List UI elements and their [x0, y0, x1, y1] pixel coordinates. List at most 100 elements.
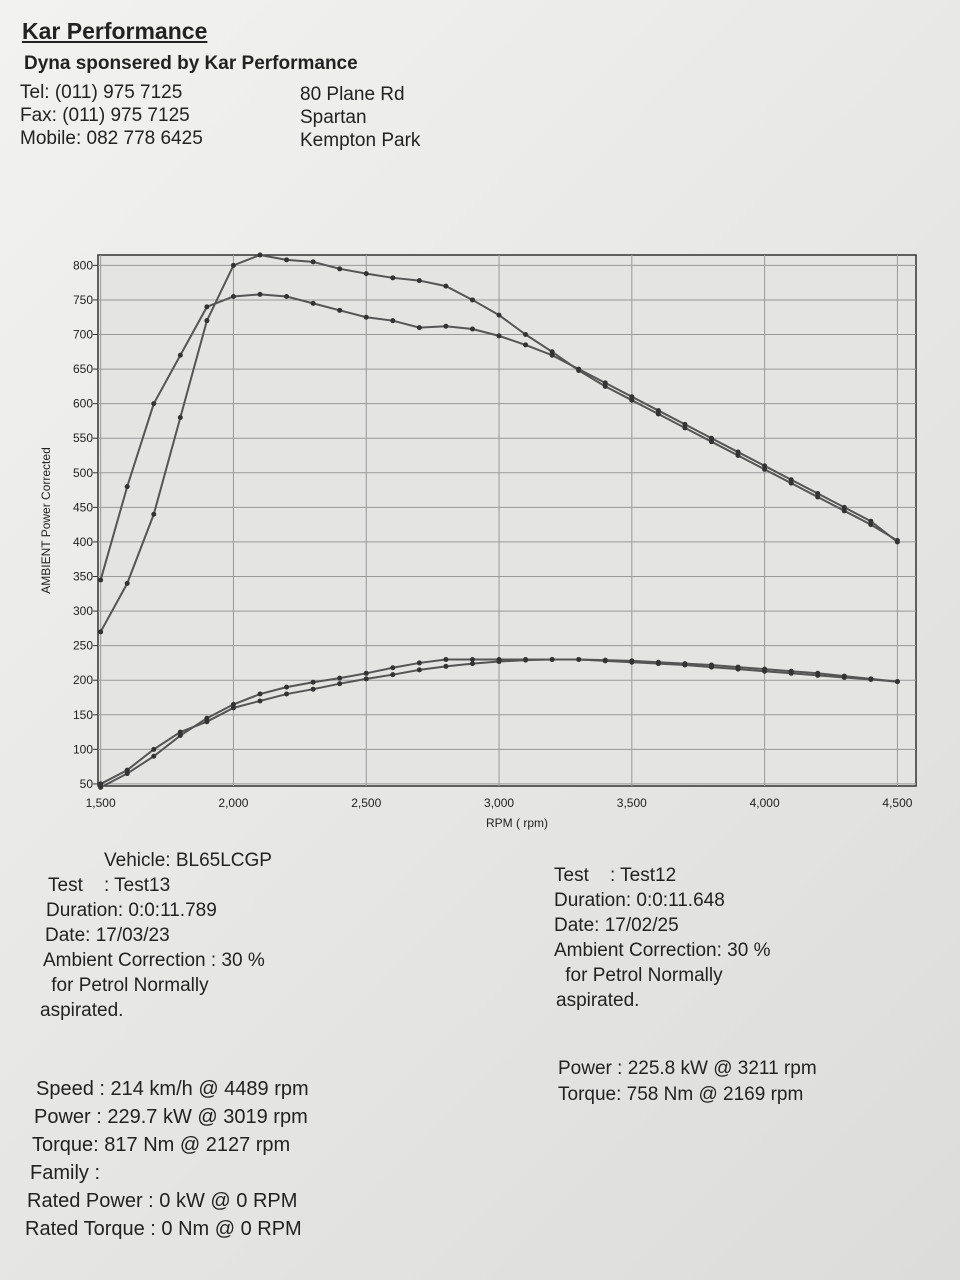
test-right-line: aspirated.	[556, 990, 640, 1011]
data-point	[709, 662, 714, 668]
y-tick-label: 150	[73, 708, 93, 722]
data-point	[390, 318, 396, 324]
data-point	[894, 679, 900, 685]
data-point	[788, 477, 794, 483]
data-point	[469, 297, 475, 303]
x-tick-label: 1,500	[86, 796, 116, 810]
y-tick-label: 350	[73, 570, 93, 584]
data-point	[841, 673, 847, 679]
data-point	[602, 657, 608, 663]
data-point	[337, 681, 343, 687]
x-tick-label: 2,500	[351, 796, 381, 810]
data-point	[815, 491, 821, 497]
data-point	[151, 746, 157, 752]
test-right-line: Date: 17/02/25	[554, 915, 679, 936]
test-left-line: Ambient Correction : 30 %	[43, 950, 265, 971]
y-tick-label: 450	[73, 500, 93, 514]
data-point	[629, 658, 635, 664]
data-point	[496, 333, 502, 339]
data-point	[443, 323, 449, 329]
data-point	[177, 729, 183, 735]
data-point	[815, 494, 821, 500]
data-point	[523, 342, 529, 348]
y-tick-label: 800	[73, 258, 93, 272]
data-point	[549, 349, 555, 355]
data-point	[682, 421, 688, 427]
data-point	[576, 656, 582, 662]
data-point	[151, 511, 157, 517]
data-point	[416, 667, 422, 673]
x-tick-label: 3,500	[617, 796, 647, 810]
data-point	[788, 668, 794, 674]
plot-area	[97, 254, 917, 787]
data-point	[177, 414, 183, 420]
data-point	[257, 291, 263, 297]
data-point	[363, 676, 369, 682]
y-tick-label: 300	[73, 604, 93, 618]
data-point	[841, 504, 847, 510]
data-point	[310, 686, 316, 692]
address-line: Kempton Park	[300, 130, 421, 151]
data-point	[310, 300, 316, 306]
data-point	[709, 435, 714, 441]
data-point	[98, 577, 104, 583]
data-point	[469, 326, 475, 332]
data-point	[257, 252, 263, 258]
y-axis-label: AMBIENT Power Corrected	[39, 447, 53, 594]
data-point	[98, 629, 104, 635]
data-point	[230, 293, 236, 299]
data-point	[204, 715, 210, 721]
test-left-line: Date: 17/03/23	[45, 925, 170, 946]
y-tick-label: 650	[73, 362, 93, 376]
data-point	[523, 332, 529, 338]
test-left-line: Duration: 0:0:11.789	[46, 900, 217, 921]
data-point	[204, 719, 210, 725]
data-point	[655, 408, 661, 414]
data-point	[363, 670, 369, 676]
data-point	[602, 383, 608, 389]
data-point	[576, 366, 582, 372]
result-left-line: Rated Power : 0 kW @ 0 RPM	[27, 1190, 298, 1212]
data-point	[629, 397, 635, 403]
data-point	[310, 679, 316, 685]
x-tick-label: 2,000	[218, 796, 248, 810]
test-right-line: for Petrol Normally	[560, 965, 723, 986]
data-point	[815, 670, 821, 676]
data-point	[98, 784, 104, 790]
y-tick-label: 250	[73, 639, 93, 653]
data-point	[257, 691, 263, 697]
contact-line: Tel: (011) 975 7125	[20, 82, 183, 103]
data-point	[443, 663, 449, 669]
data-point	[337, 675, 343, 681]
vehicle: Vehicle: BL65LCGP	[104, 850, 272, 871]
y-tick-label: 400	[73, 535, 93, 549]
data-point	[390, 665, 396, 671]
x-tick-label: 4,000	[750, 796, 780, 810]
y-tick-label: 50	[80, 777, 94, 791]
data-point	[124, 580, 130, 586]
data-point	[496, 659, 502, 665]
test-right-line: Duration: 0:0:11.648	[554, 890, 725, 911]
data-point	[602, 380, 608, 386]
data-point	[841, 508, 847, 514]
data-point	[151, 753, 157, 759]
data-point	[416, 278, 422, 284]
data-point	[469, 661, 475, 667]
data-point	[363, 271, 369, 277]
y-tick-label: 100	[73, 742, 93, 756]
data-point	[469, 656, 475, 662]
data-point	[655, 659, 661, 665]
data-point	[390, 275, 396, 281]
data-point	[416, 325, 422, 331]
address-line: Spartan	[300, 107, 367, 128]
contact-line: Fax: (011) 975 7125	[20, 105, 190, 126]
y-tick-label: 750	[73, 293, 93, 307]
data-point	[762, 463, 768, 469]
test-left-line: aspirated.	[40, 1000, 124, 1021]
data-point	[204, 304, 210, 310]
test-right-line: Ambient Correction: 30 %	[554, 940, 771, 961]
data-point	[310, 259, 316, 265]
data-point	[655, 411, 661, 417]
data-point	[682, 661, 688, 667]
